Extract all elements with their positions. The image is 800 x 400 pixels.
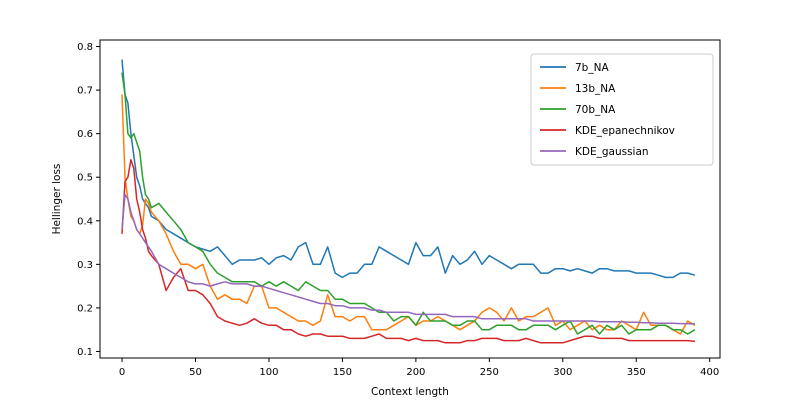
x-tick-label: 400: [700, 367, 719, 378]
legend-label: 13b_NA: [575, 83, 616, 95]
legend-box: [530, 53, 714, 166]
y-tick-label: 0.6: [77, 129, 93, 140]
x-axis-label: Context length: [371, 386, 449, 398]
y-tick-label: 0.8: [77, 42, 93, 53]
y-tick-label: 0.7: [77, 86, 93, 97]
series-layer: [121, 59, 696, 344]
y-axis: 0.1 0.2 0.3 0.4 0.5 0.6 0.7 0.8: [77, 42, 100, 358]
y-tick-label: 0.5: [77, 173, 93, 184]
y-tick-label: 0.3: [77, 260, 93, 271]
x-tick-label: 0: [119, 367, 125, 378]
legend-label: KDE_gaussian: [575, 146, 649, 158]
x-tick-label: 300: [553, 367, 572, 378]
x-tick-label: 200: [406, 367, 425, 378]
x-axis: 0 50 100 150 200 250 300 350 400: [119, 358, 719, 378]
legend: 7b_NA 13b_NA 70b_NA KDE_epanechnikov KDE_gau…: [530, 53, 714, 166]
series-line-13b_NA: [121, 94, 696, 335]
y-tick-label: 0.1: [77, 347, 93, 358]
y-tick-label: 0.2: [77, 303, 93, 314]
x-tick-label: 50: [189, 367, 202, 378]
series-line-KDE_gaussian: [121, 193, 696, 325]
legend-label: 7b_NA: [575, 62, 609, 74]
series-line-KDE_epanechnikov: [121, 159, 696, 344]
y-tick-label: 0.4: [77, 216, 93, 227]
y-axis-label: Hellinger loss: [51, 164, 63, 235]
legend-label: 70b_NA: [575, 104, 616, 116]
x-tick-label: 250: [480, 367, 499, 378]
x-tick-label: 150: [333, 367, 352, 378]
legend-label: KDE_epanechnikov: [575, 125, 675, 137]
plot-area-frame: [99, 39, 721, 359]
series-line-7b_NA: [121, 59, 696, 279]
x-tick-label: 100: [259, 367, 278, 378]
x-tick-label: 350: [627, 367, 646, 378]
